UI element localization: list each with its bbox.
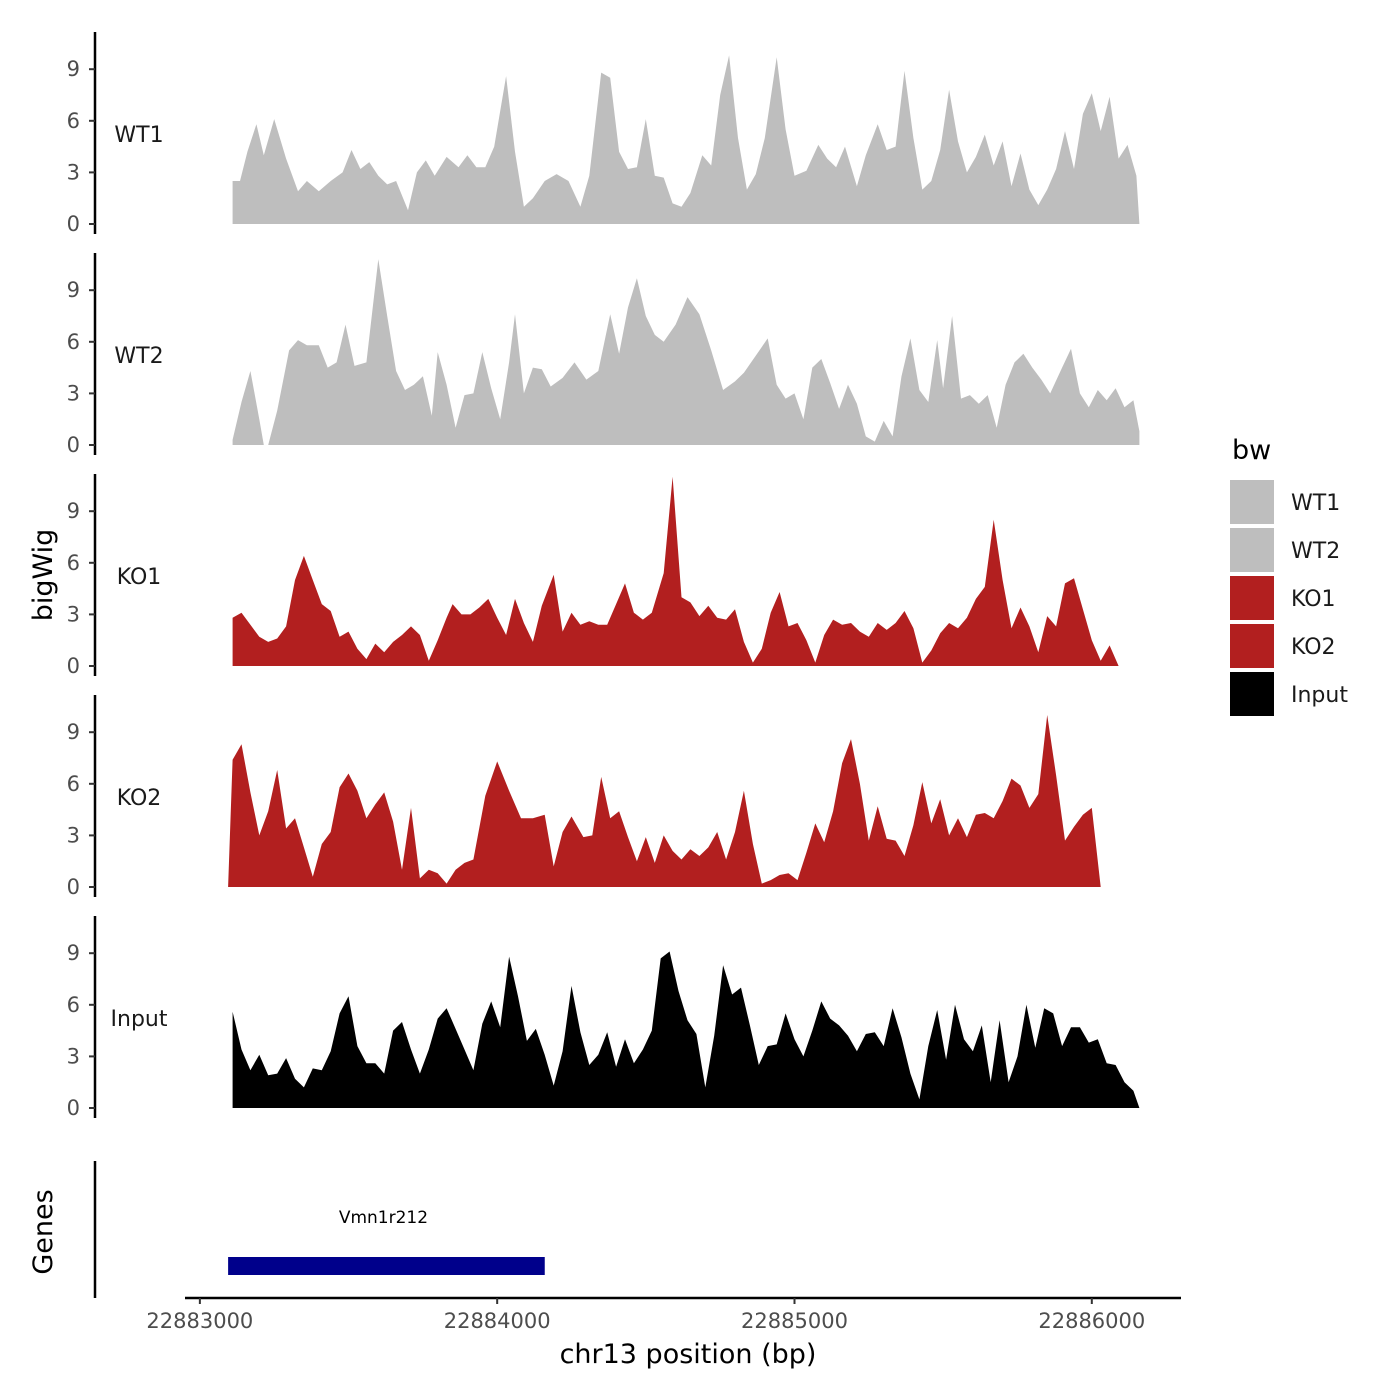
y-tick-label: 6 <box>67 551 80 575</box>
y-tick-label: 6 <box>67 330 80 354</box>
y-tick-label: 3 <box>67 823 80 847</box>
track-label-input: Input <box>111 1007 168 1032</box>
y-tick-label: 9 <box>67 57 80 81</box>
coverage-area-wt1 <box>232 55 1140 225</box>
y-tick-label: 3 <box>67 381 80 405</box>
y-tick-label: 3 <box>67 602 80 626</box>
gene-panel: Vmn1r212 <box>93 1161 545 1298</box>
track-label-ko1: KO1 <box>117 565 162 590</box>
y-tick-label: 0 <box>67 1096 80 1120</box>
legend-swatch-ko2 <box>1230 624 1274 668</box>
y-tick-label: 3 <box>67 160 80 184</box>
x-axis-title: chr13 position (bp) <box>560 1339 817 1370</box>
track-panel-wt1: 0 3 6 9 WT1 <box>67 32 1140 236</box>
x-tick-label: 22883000 <box>146 1309 253 1333</box>
legend-label-ko1: KO1 <box>1291 587 1336 612</box>
track-panels: 0 3 6 9 WT1 0 3 6 9 WT2 0 3 6 9 KO1 0 3 6 9 KO2 0 3 6 9 Input <box>67 32 1140 1120</box>
legend: bw WT1 WT2 KO1 KO2 Input <box>1230 435 1348 716</box>
y-tick-label: 9 <box>67 720 80 744</box>
track-panel-ko1: 0 3 6 9 KO1 <box>67 474 1119 678</box>
y-tick-label: 3 <box>67 1044 80 1068</box>
coverage-area-wt2 <box>232 259 1140 445</box>
y-tick-label: 6 <box>67 772 80 796</box>
legend-swatch-wt2 <box>1230 528 1274 572</box>
track-label-wt1: WT1 <box>114 123 163 148</box>
y-tick-label: 0 <box>67 654 80 678</box>
coverage-area-input <box>232 951 1140 1108</box>
coverage-area-ko1 <box>232 476 1119 666</box>
legend-swatch-input <box>1230 672 1274 716</box>
track-label-ko2: KO2 <box>117 786 162 811</box>
x-axis: 22883000 22884000 22885000 22886000 <box>146 1296 1181 1333</box>
track-panel-ko2: 0 3 6 9 KO2 <box>67 695 1101 899</box>
legend-title: bw <box>1232 435 1271 466</box>
legend-swatch-ko1 <box>1230 576 1274 620</box>
track-panel-wt2: 0 3 6 9 WT2 <box>67 253 1140 457</box>
y-tick-label: 6 <box>67 993 80 1017</box>
legend-label-input: Input <box>1291 683 1348 708</box>
y-tick-label: 9 <box>67 941 80 965</box>
x-tick-label: 22885000 <box>741 1309 848 1333</box>
y-tick-label: 9 <box>67 278 80 302</box>
track-label-wt2: WT2 <box>114 344 163 369</box>
y-tick-label: 0 <box>67 212 80 236</box>
gene-label: Vmn1r212 <box>339 1208 428 1228</box>
legend-label-wt2: WT2 <box>1291 539 1340 564</box>
x-tick-label: 22886000 <box>1038 1309 1145 1333</box>
legend-label-wt1: WT1 <box>1291 491 1340 516</box>
gene-body <box>228 1257 545 1275</box>
track-panel-input: 0 3 6 9 Input <box>67 916 1140 1120</box>
y-tick-label: 6 <box>67 109 80 133</box>
legend-label-ko2: KO2 <box>1291 635 1336 660</box>
genes-axis-title: Genes <box>28 1189 59 1274</box>
legend-swatch-wt1 <box>1230 480 1274 524</box>
y-axis-title: bigWig <box>28 529 59 622</box>
x-tick-label: 22884000 <box>444 1309 551 1333</box>
y-tick-label: 9 <box>67 499 80 523</box>
y-tick-label: 0 <box>67 875 80 899</box>
y-tick-label: 0 <box>67 433 80 457</box>
coverage-area-ko2 <box>228 715 1101 887</box>
